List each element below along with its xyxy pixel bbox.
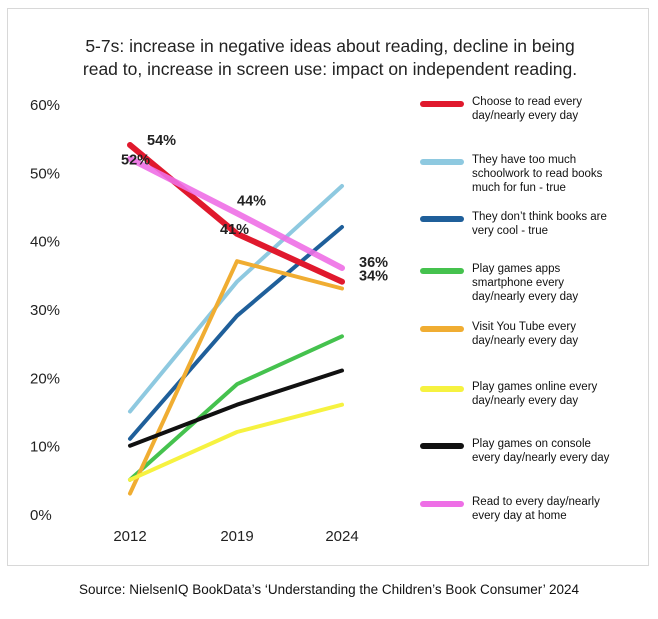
chart-title-line-2: read to, increase in screen use: impact … <box>82 59 578 79</box>
legend-label: Read to every day/nearly every day at ho… <box>472 496 600 522</box>
series-line-1 <box>128 184 344 414</box>
source-note: Source: NielsenIQ BookData’s ‘Understand… <box>78 582 580 597</box>
legend-swatch <box>420 101 464 107</box>
legend-label: Choose to read every day/nearly every da… <box>472 96 582 122</box>
legend-label: Play games online every day/nearly every… <box>472 381 598 407</box>
chart-frame <box>7 8 649 566</box>
chart-title-line-1: 5-7s: increase in negative ideas about r… <box>85 36 575 56</box>
legend-swatch <box>420 326 464 332</box>
x-tick-label-1: 2019 <box>220 528 253 545</box>
y-tick-label-0: 0% <box>30 507 52 524</box>
data-label-0-0: 54% <box>147 133 176 149</box>
data-label-0-1: 41% <box>220 222 249 238</box>
y-tick-label-6: 60% <box>30 97 60 114</box>
legend-swatch <box>420 386 464 392</box>
series-line-6 <box>128 368 344 448</box>
series-line-7 <box>127 155 345 271</box>
x-tick-label-0: 2012 <box>113 528 146 545</box>
data-label-7-0: 52% <box>121 153 150 169</box>
legend-label: They don’t think books are very cool - t… <box>472 211 607 237</box>
data-label-7-2: 36% <box>359 255 388 271</box>
legend-label: They have too much schoolwork to read bo… <box>472 154 603 194</box>
data-label-7-1: 44% <box>237 193 266 209</box>
y-tick-label-2: 20% <box>30 370 60 387</box>
legend-swatch <box>420 443 464 449</box>
legend-swatch <box>420 159 464 165</box>
data-label-0-2: 34% <box>359 269 388 285</box>
series-line-5 <box>128 402 344 482</box>
series-line-2 <box>128 225 344 441</box>
legend-label: Visit You Tube every day/nearly every da… <box>472 321 579 347</box>
y-tick-label-1: 10% <box>30 439 60 456</box>
series-line-3 <box>128 334 344 482</box>
legend-swatch <box>420 268 464 274</box>
series-line-4 <box>128 259 344 496</box>
legend-swatch <box>420 216 464 222</box>
legend-label: Play games apps smartphone every day/nea… <box>472 263 579 303</box>
y-tick-label-4: 40% <box>30 234 60 251</box>
y-tick-label-3: 30% <box>30 302 60 319</box>
legend-label: Play games on console every day/nearly e… <box>472 438 610 464</box>
chart-title: 5-7s: increase in negative ideas about r… <box>60 35 600 81</box>
y-tick-label-5: 50% <box>30 165 60 182</box>
legend-swatch <box>420 501 464 507</box>
x-tick-label-2: 2024 <box>325 528 358 545</box>
